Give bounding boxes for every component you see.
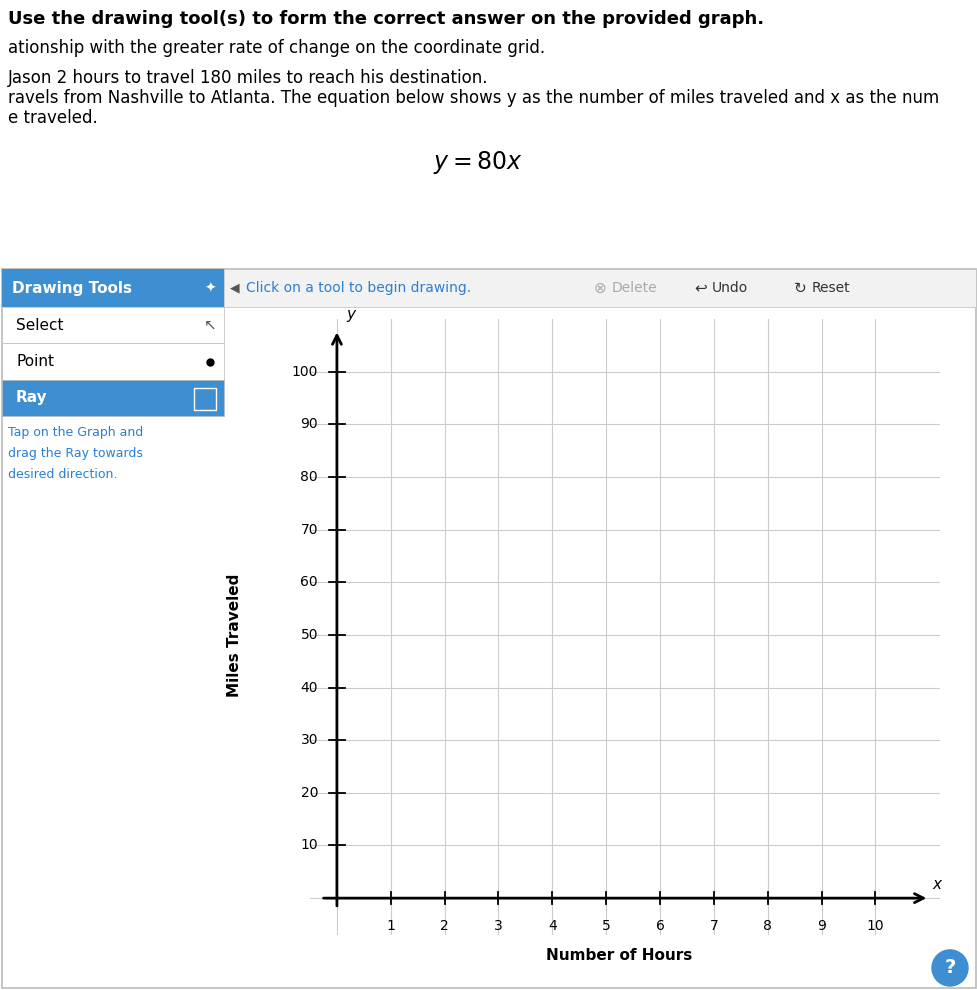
Text: 30: 30: [300, 734, 318, 747]
Text: 2: 2: [440, 919, 448, 934]
Text: ↻: ↻: [793, 281, 806, 296]
Text: Delete: Delete: [612, 281, 657, 295]
Text: 100: 100: [291, 364, 318, 378]
Bar: [224, 269, 975, 307]
Text: Reset: Reset: [811, 281, 850, 295]
Text: ravels from Nashville to Atlanta. The equation below shows y as the number of mi: ravels from Nashville to Atlanta. The eq…: [8, 89, 938, 107]
Text: 10: 10: [300, 839, 318, 852]
Text: ✦: ✦: [204, 281, 216, 295]
Bar: [2, 307, 224, 344]
Text: ?: ?: [944, 958, 955, 977]
Text: ↩: ↩: [694, 281, 706, 296]
Bar: [2, 379, 224, 416]
Bar: [193, 387, 216, 410]
Text: 10: 10: [866, 919, 883, 934]
Text: 90: 90: [300, 418, 318, 432]
Text: x: x: [931, 877, 940, 892]
Text: 60: 60: [300, 575, 318, 589]
Text: y: y: [346, 307, 355, 322]
Text: Number of Hours: Number of Hours: [546, 948, 692, 963]
Text: Point: Point: [16, 354, 54, 369]
Text: Click on a tool to begin drawing.: Click on a tool to begin drawing.: [246, 281, 471, 295]
Bar: [2, 269, 224, 307]
Text: 3: 3: [493, 919, 502, 934]
Text: Drawing Tools: Drawing Tools: [12, 281, 132, 296]
Text: Undo: Undo: [711, 281, 747, 295]
Text: Jason 2 hours to travel 180 miles to reach his destination.: Jason 2 hours to travel 180 miles to rea…: [8, 69, 488, 87]
Text: 7: 7: [708, 919, 717, 934]
Text: Use the drawing tool(s) to form the correct answer on the provided graph.: Use the drawing tool(s) to form the corr…: [8, 10, 763, 28]
Text: ⊗: ⊗: [593, 281, 606, 296]
Text: 5: 5: [601, 919, 610, 934]
Bar: [2, 344, 224, 379]
Text: ↖: ↖: [203, 318, 216, 333]
Text: 4: 4: [547, 919, 556, 934]
Text: Tap on the Graph and
drag the Ray towards
desired direction.: Tap on the Graph and drag the Ray toward…: [8, 426, 143, 481]
Text: Ray: Ray: [16, 390, 48, 405]
Text: 80: 80: [300, 470, 318, 484]
Circle shape: [931, 950, 967, 986]
Text: Miles Traveled: Miles Traveled: [227, 573, 242, 697]
Text: 6: 6: [655, 919, 663, 934]
Text: Select: Select: [16, 318, 64, 333]
Text: $y = 80x$: $y = 80x$: [433, 149, 523, 176]
Text: ◀: ◀: [230, 282, 239, 295]
Text: 40: 40: [300, 680, 318, 695]
Text: 70: 70: [300, 523, 318, 537]
Text: 1: 1: [386, 919, 395, 934]
Text: 50: 50: [300, 628, 318, 642]
Text: ationship with the greater rate of change on the coordinate grid.: ationship with the greater rate of chang…: [8, 39, 544, 57]
Text: 9: 9: [816, 919, 826, 934]
Text: e traveled.: e traveled.: [8, 109, 98, 127]
Text: 20: 20: [300, 786, 318, 800]
Text: 8: 8: [762, 919, 771, 934]
